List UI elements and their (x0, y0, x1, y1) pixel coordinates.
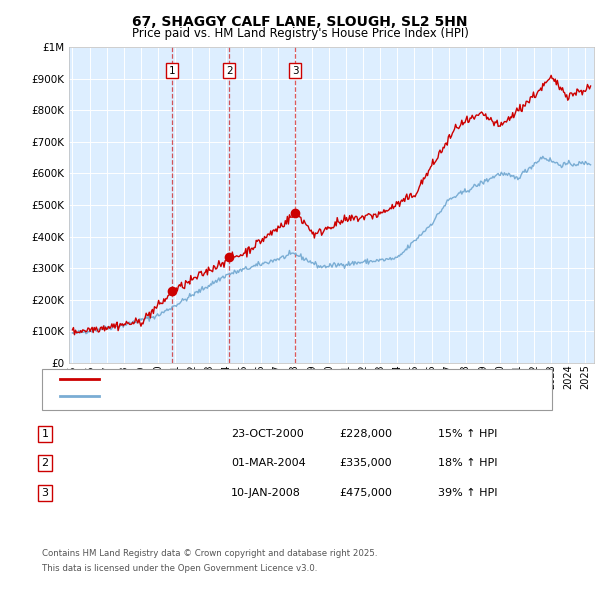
Text: 01-MAR-2004: 01-MAR-2004 (231, 458, 306, 468)
Text: 67, SHAGGY CALF LANE, SLOUGH, SL2 5HN (detached house): 67, SHAGGY CALF LANE, SLOUGH, SL2 5HN (d… (105, 374, 424, 384)
Text: 67, SHAGGY CALF LANE, SLOUGH, SL2 5HN: 67, SHAGGY CALF LANE, SLOUGH, SL2 5HN (132, 15, 468, 29)
Text: £228,000: £228,000 (339, 429, 392, 438)
Text: £475,000: £475,000 (339, 488, 392, 497)
Text: 2: 2 (226, 66, 233, 76)
Text: 3: 3 (292, 66, 299, 76)
Text: 18% ↑ HPI: 18% ↑ HPI (438, 458, 497, 468)
Text: HPI: Average price, detached house, Slough: HPI: Average price, detached house, Slou… (105, 392, 334, 401)
Text: 1: 1 (169, 66, 175, 76)
Text: 23-OCT-2000: 23-OCT-2000 (231, 429, 304, 438)
Text: 10-JAN-2008: 10-JAN-2008 (231, 488, 301, 497)
Text: This data is licensed under the Open Government Licence v3.0.: This data is licensed under the Open Gov… (42, 565, 317, 573)
Text: 2: 2 (41, 458, 49, 468)
Text: 39% ↑ HPI: 39% ↑ HPI (438, 488, 497, 497)
Text: Contains HM Land Registry data © Crown copyright and database right 2025.: Contains HM Land Registry data © Crown c… (42, 549, 377, 558)
Text: 1: 1 (41, 429, 49, 438)
Text: £335,000: £335,000 (339, 458, 392, 468)
Text: Price paid vs. HM Land Registry's House Price Index (HPI): Price paid vs. HM Land Registry's House … (131, 27, 469, 40)
Text: 15% ↑ HPI: 15% ↑ HPI (438, 429, 497, 438)
Text: 3: 3 (41, 488, 49, 497)
